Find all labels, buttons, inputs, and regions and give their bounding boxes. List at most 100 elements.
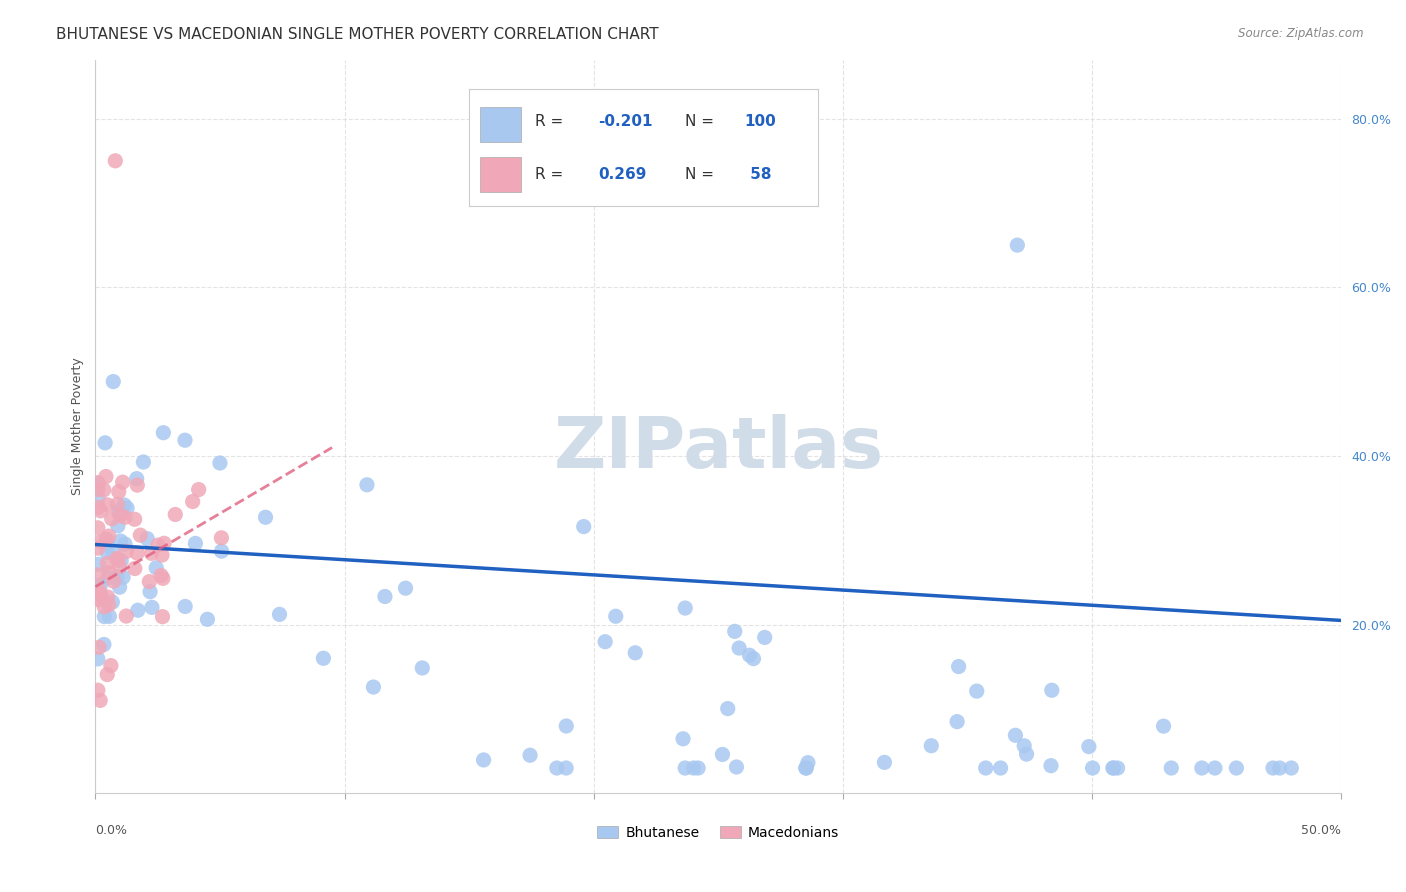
Point <box>97 571 120 585</box>
Point <box>93 609 115 624</box>
Point <box>108 580 131 594</box>
Point <box>107 553 129 567</box>
Point <box>197 612 219 626</box>
Point <box>555 761 578 775</box>
Point <box>472 753 495 767</box>
Point <box>87 640 110 655</box>
Point <box>209 531 232 545</box>
Point <box>124 512 146 526</box>
Point <box>794 761 817 775</box>
Point <box>105 570 128 584</box>
Point <box>1107 761 1129 775</box>
Point <box>90 578 112 592</box>
Point <box>87 683 110 698</box>
Point <box>108 559 131 574</box>
Point <box>1191 761 1213 775</box>
Point <box>87 592 110 607</box>
Point <box>96 534 118 549</box>
Point <box>174 434 197 448</box>
Point <box>519 748 541 763</box>
Point <box>738 648 761 663</box>
Text: 0.0%: 0.0% <box>96 823 128 837</box>
Point <box>1102 761 1125 775</box>
Y-axis label: Single Mother Poverty: Single Mother Poverty <box>72 358 84 495</box>
Point <box>127 478 149 492</box>
Point <box>688 761 710 775</box>
Point <box>105 551 128 566</box>
Point <box>141 600 163 615</box>
Point <box>711 747 734 762</box>
Point <box>97 590 120 604</box>
Point <box>110 507 132 521</box>
Point <box>96 667 118 681</box>
Point <box>363 680 385 694</box>
Point <box>110 534 132 549</box>
Point <box>145 561 167 575</box>
Point <box>150 548 173 562</box>
Point <box>127 603 149 617</box>
Point <box>990 761 1012 775</box>
Point <box>104 153 127 168</box>
Point <box>96 557 118 571</box>
Point <box>948 659 970 673</box>
Point <box>682 761 704 775</box>
Point <box>184 536 207 550</box>
Point <box>1040 758 1063 772</box>
Point <box>1015 747 1038 761</box>
Point <box>93 483 115 497</box>
Point <box>645 170 668 185</box>
Point <box>1102 761 1125 775</box>
Point <box>374 590 396 604</box>
Point <box>1077 739 1099 754</box>
Point <box>96 545 118 559</box>
Point <box>98 566 121 580</box>
Point <box>181 494 204 508</box>
Point <box>153 536 176 550</box>
Point <box>394 581 416 595</box>
Point <box>100 658 122 673</box>
Point <box>100 512 122 526</box>
Point <box>93 637 115 651</box>
Point <box>111 475 134 490</box>
Point <box>114 537 136 551</box>
Text: ZIPatlas: ZIPatlas <box>553 414 883 483</box>
Point <box>107 497 129 511</box>
Point <box>108 504 131 518</box>
Point <box>966 684 988 698</box>
Point <box>920 739 942 753</box>
Point <box>108 508 131 523</box>
Point <box>150 568 173 582</box>
Point <box>211 544 233 558</box>
Point <box>1279 761 1302 775</box>
Text: Source: ZipAtlas.com: Source: ZipAtlas.com <box>1239 27 1364 40</box>
Point <box>114 510 136 524</box>
Point <box>717 701 740 715</box>
Point <box>87 476 110 491</box>
Point <box>136 532 159 546</box>
Point <box>1081 761 1104 775</box>
Point <box>1007 238 1029 252</box>
Point <box>125 472 148 486</box>
Point <box>87 475 110 490</box>
Point <box>673 761 696 775</box>
Point <box>1225 761 1247 775</box>
Point <box>794 761 817 775</box>
Point <box>87 591 110 606</box>
Point <box>208 456 231 470</box>
Point <box>152 571 174 585</box>
Point <box>103 375 125 389</box>
Point <box>269 607 291 622</box>
Point <box>132 455 155 469</box>
Point <box>873 756 896 770</box>
Point <box>90 535 112 549</box>
Point <box>187 483 209 497</box>
Point <box>152 609 174 624</box>
Point <box>124 561 146 575</box>
Point <box>97 598 120 612</box>
Point <box>98 609 121 624</box>
Point <box>96 498 118 512</box>
Point <box>87 558 110 572</box>
Point <box>974 761 997 775</box>
Point <box>742 651 765 665</box>
Point <box>673 601 696 615</box>
